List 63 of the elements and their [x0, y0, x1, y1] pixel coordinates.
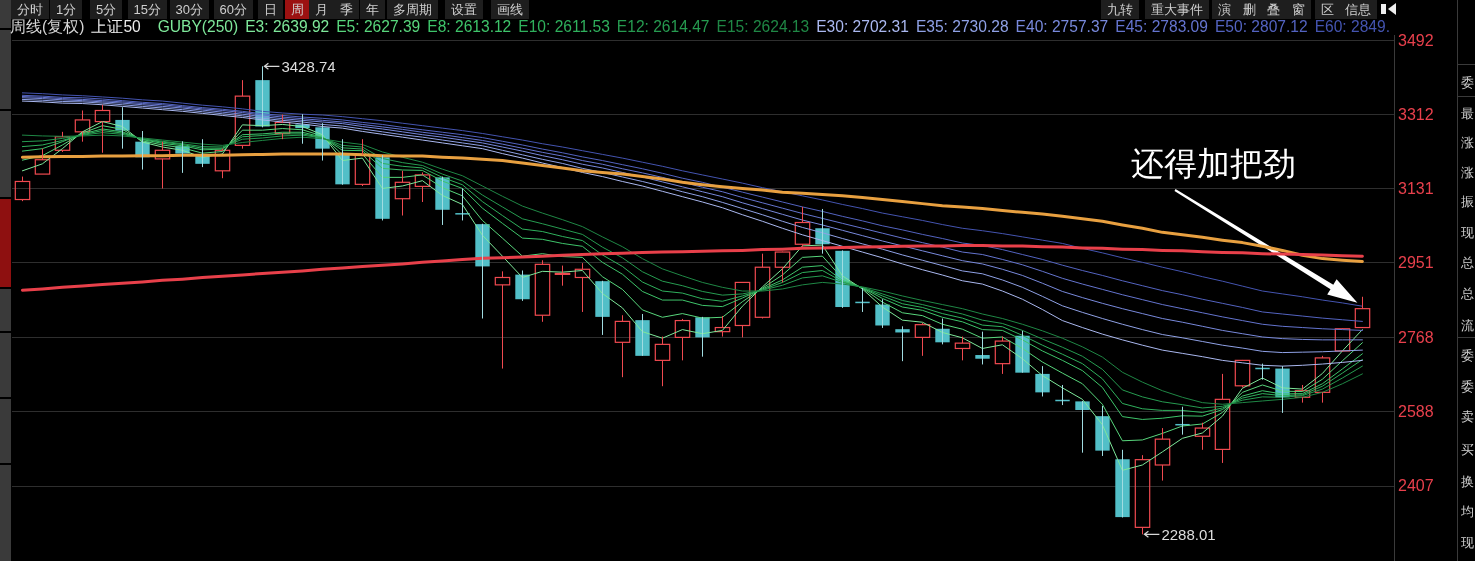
panel-label: 流: [1461, 317, 1474, 333]
legend-entry: E8: 2613.12: [427, 17, 512, 35]
y-tick-label: 2407: [1398, 477, 1434, 494]
panel-label: 委: [1461, 75, 1474, 90]
panel-label: 振: [1461, 193, 1474, 209]
toolbar-label: 年: [359, 0, 385, 19]
legend-entry: E40: 2757.37: [1015, 17, 1109, 35]
toolbar-label: 区: [1314, 0, 1340, 19]
legend-entry: E50: 2807.12: [1214, 17, 1308, 35]
panel-label: 现: [1461, 224, 1474, 240]
toolbar-label: 删: [1236, 0, 1262, 19]
panel-label: 总: [1461, 254, 1474, 270]
panel-label: 卖: [1461, 408, 1474, 424]
panel-label: 委: [1461, 378, 1474, 394]
legend-entry: E5: 2627.39: [336, 17, 421, 35]
toolbar-label: 5分: [90, 0, 123, 19]
panel-label: 委: [1461, 347, 1474, 363]
toolbar-label: 1分: [50, 0, 83, 19]
legend-entry: E10: 2611.53: [518, 17, 610, 35]
y-tick-label: 2951: [1398, 253, 1434, 271]
panel-label: 最: [1461, 105, 1474, 121]
y-tick-label: 2588: [1398, 402, 1434, 420]
toolbar-label: 多周期: [386, 0, 438, 19]
panel-label: 换: [1461, 473, 1474, 489]
y-tick-label: 3312: [1398, 105, 1434, 123]
panel-label: 总: [1461, 285, 1474, 301]
toolbar-label: 月: [308, 0, 334, 19]
legend-entry: E3: 2639.92: [245, 17, 330, 35]
annotation: 3428.74: [281, 57, 336, 75]
toolbar-label: 60分: [213, 0, 253, 19]
toolbar-label: 设置: [445, 0, 483, 19]
panel-label: 买: [1461, 441, 1474, 457]
toolbar-label: 九转: [1101, 0, 1139, 19]
toolbar-label: 窗: [1285, 0, 1311, 19]
y-tick-label: 2768: [1398, 328, 1434, 346]
legend-entry: E30: 2702.31: [816, 17, 909, 35]
legend-title: GUBY(250): [157, 17, 239, 35]
toolbar-label: 30分: [169, 0, 209, 19]
legend-entry: E45: 2783.09: [1115, 17, 1208, 35]
toolbar-label: 演: [1211, 0, 1237, 19]
legend-entry: E60: 2849.: [1314, 17, 1390, 35]
toolbar-label: 15分: [127, 0, 167, 19]
toolbar-label: 重大事件: [1145, 0, 1209, 19]
legend-entry: E15: 2624.13: [716, 17, 810, 35]
annotation: 2288.01: [1161, 525, 1216, 543]
panel-label: 涨: [1461, 134, 1474, 150]
panel-label: 涨: [1461, 164, 1474, 180]
title: 周线(复权): [10, 17, 85, 35]
toolbar-label: 分时: [11, 0, 49, 19]
panel-label: 现: [1461, 534, 1474, 550]
toolbar-label: 季: [333, 0, 359, 19]
legend-entry: E12: 2614.47: [616, 17, 710, 35]
subtitle: 上证50: [91, 17, 141, 35]
y-tick-label: 3492: [1398, 31, 1434, 49]
toolbar-label: 信息: [1339, 0, 1377, 19]
panel-label: 均: [1461, 503, 1474, 519]
y-tick-label: 3131: [1398, 179, 1434, 197]
annotation: 还得加把劲: [1130, 144, 1296, 182]
legend-entry: E35: 2730.28: [915, 17, 1009, 35]
toolbar-label: 日: [257, 0, 283, 19]
toolbar-label: 叠: [1260, 0, 1286, 19]
toolbar-label: 画线: [491, 0, 529, 19]
toolbar-label: 周: [284, 0, 310, 19]
